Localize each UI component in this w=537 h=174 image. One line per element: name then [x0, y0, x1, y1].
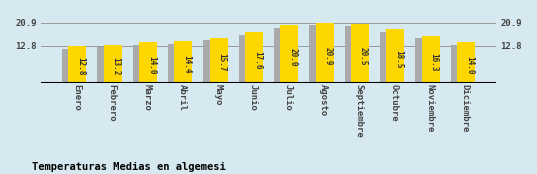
Bar: [67, 49, 78, 83]
Bar: [384, 32, 396, 83]
Bar: [287, 25, 299, 83]
Text: 15.7: 15.7: [217, 53, 227, 72]
Bar: [422, 36, 433, 83]
Bar: [415, 38, 426, 83]
Bar: [252, 32, 263, 83]
Text: 20.9: 20.9: [323, 46, 332, 65]
Bar: [146, 42, 157, 83]
Bar: [102, 47, 113, 83]
Bar: [351, 24, 362, 83]
Bar: [204, 40, 215, 83]
Bar: [168, 44, 179, 83]
Bar: [238, 35, 250, 83]
Text: 12.8: 12.8: [76, 57, 85, 76]
Bar: [216, 38, 228, 83]
Text: 20.5: 20.5: [359, 47, 368, 66]
Bar: [358, 24, 369, 83]
Text: 17.6: 17.6: [253, 51, 262, 69]
Bar: [451, 45, 462, 83]
Text: 13.2: 13.2: [112, 57, 121, 75]
Bar: [111, 45, 122, 83]
Text: 18.5: 18.5: [394, 50, 403, 68]
Bar: [380, 32, 391, 83]
Bar: [349, 26, 360, 83]
Bar: [457, 42, 468, 83]
Bar: [209, 38, 221, 83]
Bar: [386, 29, 397, 83]
Bar: [245, 32, 256, 83]
Bar: [322, 22, 333, 83]
Bar: [280, 25, 292, 83]
Bar: [455, 45, 467, 83]
Bar: [463, 42, 475, 83]
Bar: [133, 45, 144, 83]
Text: 16.3: 16.3: [430, 53, 439, 71]
Text: 20.0: 20.0: [288, 48, 297, 66]
Bar: [104, 45, 115, 83]
Bar: [420, 38, 431, 83]
Bar: [345, 26, 356, 83]
Bar: [68, 46, 79, 83]
Bar: [314, 25, 325, 83]
Bar: [279, 28, 290, 83]
Bar: [97, 47, 108, 83]
Bar: [75, 46, 86, 83]
Text: 14.0: 14.0: [465, 56, 474, 74]
Bar: [181, 41, 192, 83]
Bar: [137, 45, 149, 83]
Bar: [393, 29, 404, 83]
Bar: [62, 49, 74, 83]
Bar: [175, 41, 186, 83]
Bar: [172, 44, 184, 83]
Text: 14.0: 14.0: [147, 56, 156, 74]
Bar: [309, 25, 321, 83]
Bar: [208, 40, 219, 83]
Bar: [316, 22, 327, 83]
Bar: [243, 35, 255, 83]
Bar: [274, 28, 285, 83]
Bar: [429, 36, 440, 83]
Bar: [139, 42, 150, 83]
Text: 14.4: 14.4: [182, 55, 191, 73]
Text: Temperaturas Medias en algemesi: Temperaturas Medias en algemesi: [32, 162, 226, 172]
